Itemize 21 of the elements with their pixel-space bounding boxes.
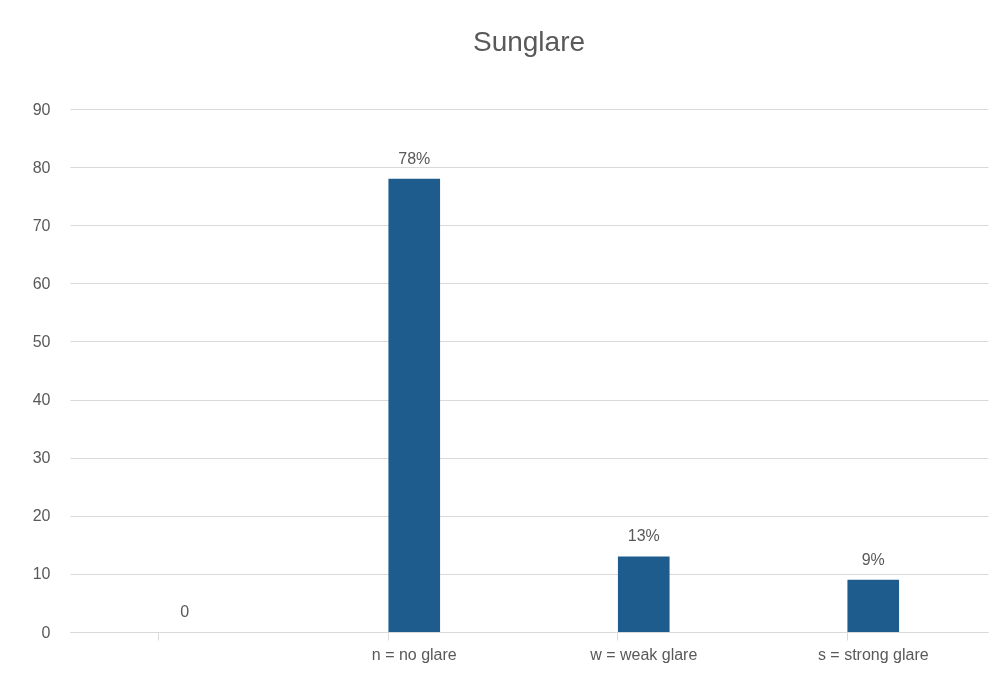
y-tick-label: 20	[32, 507, 51, 525]
y-tick-label: 80	[32, 158, 51, 176]
y-tick-label: 70	[32, 216, 51, 234]
y-tick-label: 10	[32, 565, 51, 583]
data-label: 13%	[627, 527, 660, 545]
data-label: 0	[180, 603, 190, 620]
bar	[847, 579, 900, 632]
x-tick-label: n = no glare	[371, 645, 457, 663]
x-tick-label: w = weak glare	[589, 645, 698, 663]
bar	[388, 178, 441, 632]
x-tick-label: s = strong glare	[817, 645, 929, 663]
bar	[617, 556, 670, 632]
y-tick-label: 0	[41, 623, 51, 641]
y-tick-label: 60	[32, 274, 51, 292]
chart-title: Sunglare	[472, 26, 586, 57]
data-label: 78%	[398, 149, 431, 167]
y-tick-label: 40	[32, 391, 51, 409]
y-tick-label: 90	[32, 100, 51, 118]
data-label: 9%	[861, 550, 885, 568]
y-tick-label: 50	[32, 332, 51, 350]
y-tick-label: 30	[32, 449, 51, 467]
